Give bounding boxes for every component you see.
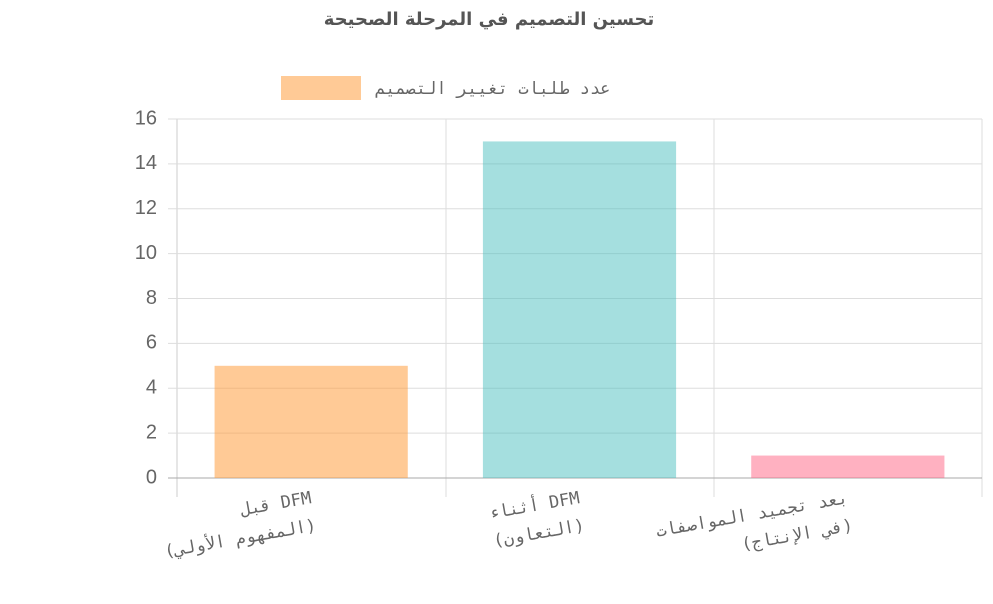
bar [751, 455, 945, 478]
chart-title: تحسين التصميم في المرحلة الصحيحة [324, 9, 655, 30]
bar [482, 141, 677, 478]
x-tick-label: (المفهوم الأولي) [163, 515, 318, 562]
x-tick-label-group: أثناء DFM(التعاون) [487, 486, 586, 551]
y-tick-label: 6 [146, 332, 157, 354]
y-tick-label: 16 [135, 107, 157, 129]
y-tick-label: 14 [135, 152, 157, 174]
bar [214, 365, 408, 478]
y-tick-label: 2 [146, 421, 157, 443]
x-tick-label-group: بعد تجميد المواصفات(في الإنتاج) [655, 488, 855, 555]
x-tick-label-group: قبل DFM(المفهوم الأولي) [163, 488, 318, 562]
legend-swatch [281, 76, 361, 100]
y-tick-label: 12 [135, 197, 157, 219]
y-tick-label: 0 [146, 466, 157, 488]
x-tick-label: قبل DFM [239, 488, 313, 520]
y-tick-label: 4 [146, 377, 157, 399]
y-tick-label: 10 [135, 242, 157, 264]
legend-label: عدد طلبات تغيير التصميم [375, 79, 610, 99]
y-tick-label: 8 [146, 287, 157, 309]
